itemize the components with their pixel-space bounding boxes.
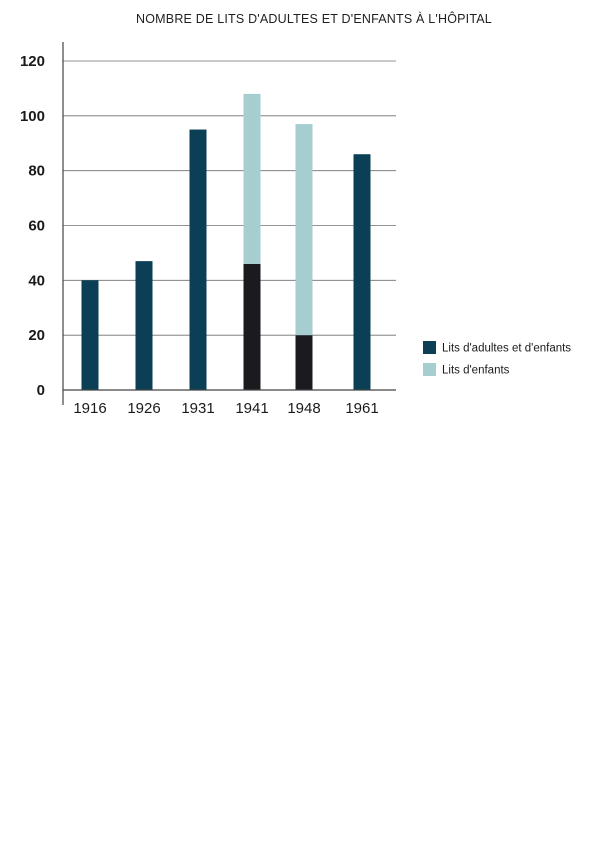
tick-labels: 0 20 40 60 80 100 120 1916 1926 1931 1941 1948 1961 [20, 53, 379, 417]
x-tick-label: 1948 [287, 400, 320, 417]
y-tick-label: 80 [28, 163, 45, 180]
y-tick-label: 0 [37, 382, 45, 399]
bars [81, 93, 371, 390]
x-tick-label: 1931 [181, 400, 214, 417]
y-tick-label: 60 [28, 218, 45, 235]
bar-1948-adultes-enfants [295, 335, 313, 390]
y-tick-label: 40 [28, 272, 45, 289]
bar-1941-adultes-enfants [243, 263, 261, 390]
legend-swatch-1 [423, 341, 436, 354]
x-tick-label: 1926 [127, 400, 160, 417]
bar-1948-enfants [295, 124, 313, 336]
x-tick-label: 1916 [73, 400, 106, 417]
legend-swatch-2 [423, 363, 436, 376]
y-tick-label: 20 [28, 327, 45, 344]
bar-1926-adultes-enfants [135, 261, 153, 390]
bar-1941-enfants [243, 93, 261, 264]
y-tick-label: 100 [20, 108, 45, 125]
bar-1961-adultes-enfants [353, 154, 371, 390]
x-tick-label: 1941 [235, 400, 268, 417]
chart-title: NOMBRE DE LITS D'ADULTES ET D'ENFANTS À … [136, 11, 492, 26]
legend-label-2: Lits d'enfants [442, 365, 510, 377]
axes [62, 42, 396, 405]
gridlines [63, 60, 396, 391]
y-tick-label: 120 [20, 53, 45, 70]
bar-1931-adultes-enfants [189, 129, 207, 390]
bar-1916-adultes-enfants [81, 280, 99, 390]
x-tick-label: 1961 [345, 400, 378, 417]
legend-label-1: Lits d'adultes et d'enfants [442, 343, 571, 355]
legend: Lits d'adultes et d'enfants Lits d'enfant… [423, 341, 571, 377]
